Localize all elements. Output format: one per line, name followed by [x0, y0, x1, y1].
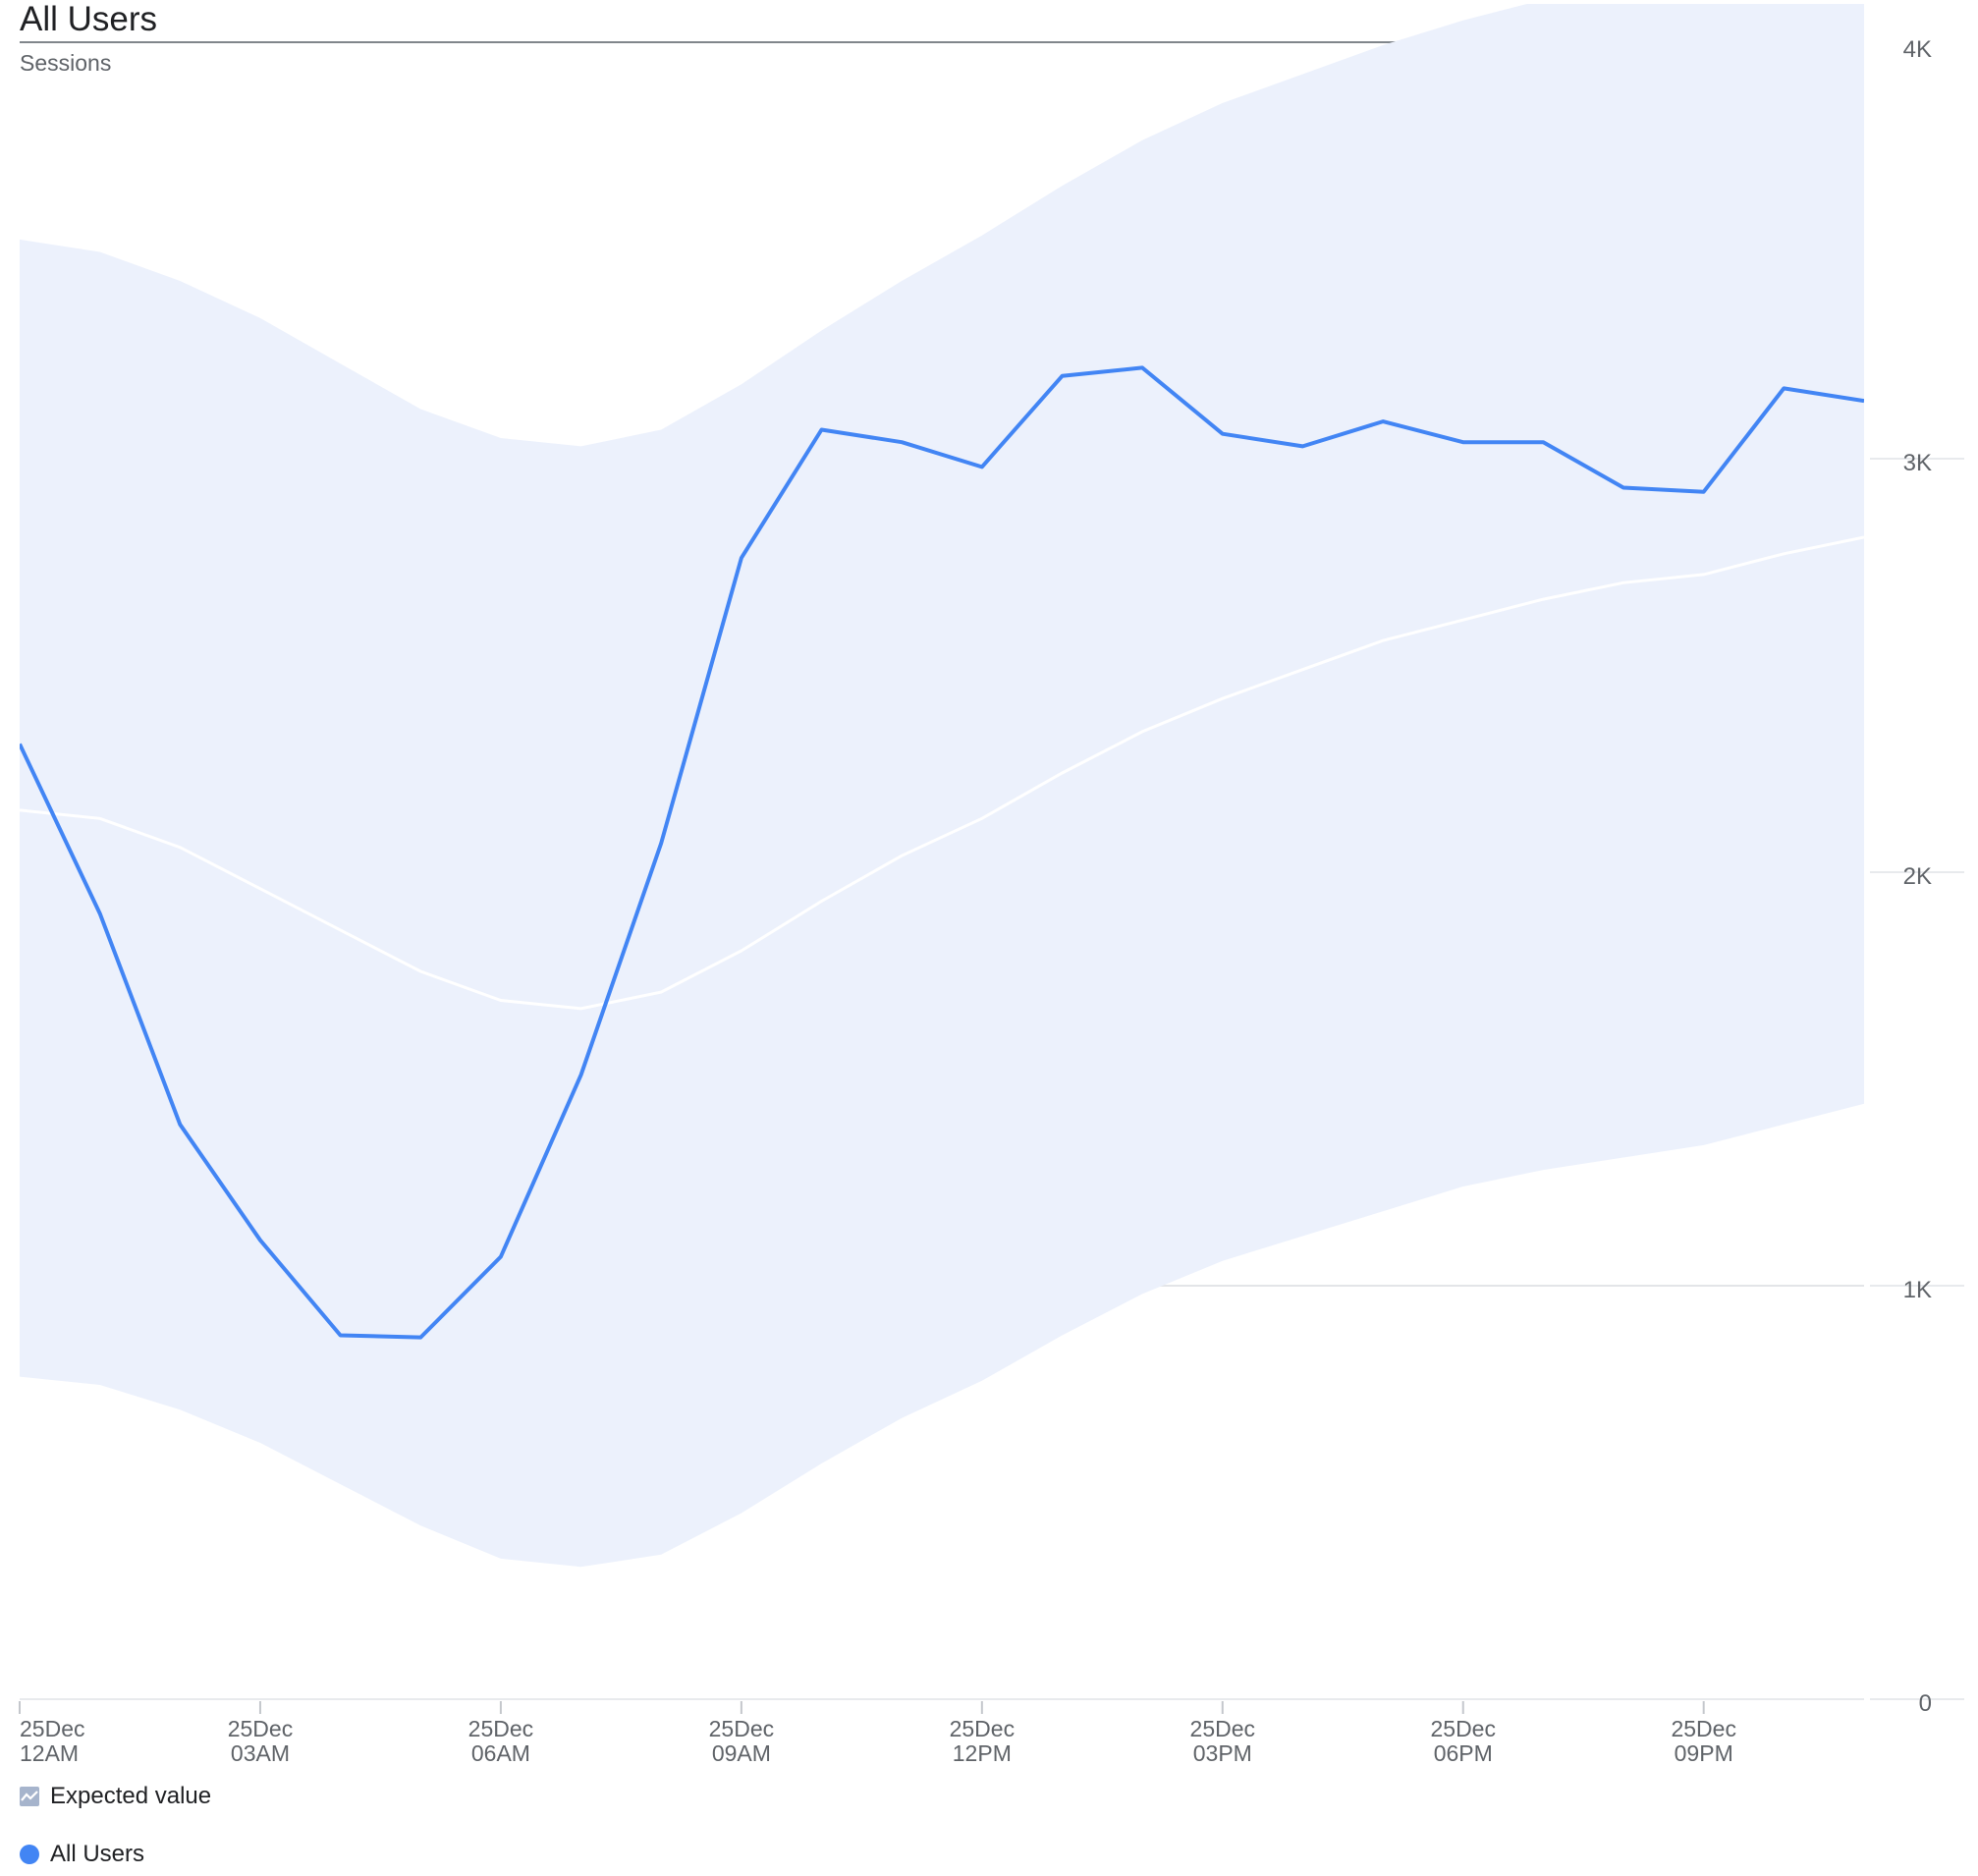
data-point[interactable]: [16, 740, 24, 747]
data-point[interactable]: [1539, 438, 1547, 446]
data-point[interactable]: [1780, 384, 1787, 392]
data-point[interactable]: [1138, 363, 1146, 371]
data-point[interactable]: [1620, 483, 1627, 491]
data-point[interactable]: [337, 1332, 345, 1340]
trend-area-icon: [20, 1787, 39, 1806]
data-point[interactable]: [1860, 397, 1868, 405]
y-tick-label: 4K: [1903, 36, 1932, 63]
expected-range-band[interactable]: [20, 0, 1864, 1568]
data-point[interactable]: [497, 1253, 505, 1261]
x-tick-label-time: 03PM: [1193, 1740, 1252, 1766]
data-point[interactable]: [738, 554, 745, 562]
data-point[interactable]: [176, 1121, 184, 1129]
y-tick-label: 2K: [1903, 863, 1932, 890]
data-point[interactable]: [1379, 417, 1387, 425]
legend-item-all-users[interactable]: All Users: [20, 1841, 144, 1868]
data-point[interactable]: [1219, 430, 1227, 438]
series-dot-icon: [20, 1845, 39, 1864]
all-users-series-line[interactable]: [20, 365, 1864, 1340]
x-tick-label-date: 25Dec: [468, 1716, 533, 1741]
data-point[interactable]: [818, 426, 826, 434]
data-point[interactable]: [416, 1334, 424, 1342]
x-tick-label-time: 03AM: [231, 1740, 290, 1766]
x-tick-label-time: 09AM: [712, 1740, 771, 1766]
x-tick-label-date: 25Dec: [1430, 1716, 1495, 1741]
x-axis-ticks: 25Dec12AM25Dec03AM25Dec06AM25Dec09AM25De…: [19, 1701, 1736, 1766]
data-point[interactable]: [577, 1071, 585, 1078]
legend-label-expected-value: Expected value: [50, 1783, 212, 1809]
data-point[interactable]: [978, 463, 986, 470]
data-point[interactable]: [1058, 372, 1066, 380]
y-tick-label: 0: [1919, 1690, 1932, 1717]
x-tick-label-date: 25Dec: [950, 1716, 1015, 1741]
data-point[interactable]: [96, 910, 104, 917]
x-tick-label-date: 25Dec: [1190, 1716, 1255, 1741]
x-tick-label-date: 25Dec: [20, 1716, 84, 1741]
y-axis-ticks: 0 1K 2K 3K 4K: [1903, 36, 1932, 1717]
x-tick-label-time: 06AM: [471, 1740, 530, 1766]
x-tick-label-date: 25Dec: [228, 1716, 293, 1741]
x-tick-label-date: 25Dec: [709, 1716, 774, 1741]
chart-subtitle: Sessions: [20, 50, 112, 76]
data-point[interactable]: [256, 1237, 264, 1244]
x-tick-label-time: 09PM: [1675, 1740, 1733, 1766]
legend-item-expected-value[interactable]: Expected value: [20, 1783, 211, 1810]
chart-title: All Users: [20, 0, 158, 38]
y-tick-label: 1K: [1903, 1277, 1932, 1303]
data-point[interactable]: [1298, 442, 1306, 450]
y-tick-label: 3K: [1903, 450, 1932, 476]
legend-label-all-users: All Users: [50, 1841, 145, 1867]
data-point[interactable]: [657, 840, 665, 848]
x-tick-label-time: 12PM: [953, 1740, 1012, 1766]
data-point[interactable]: [1700, 488, 1708, 496]
x-tick-label-time: 12AM: [20, 1740, 79, 1766]
data-point[interactable]: [1459, 438, 1467, 446]
x-tick-label-date: 25Dec: [1671, 1716, 1735, 1741]
x-tick-label-time: 06PM: [1434, 1740, 1493, 1766]
expected-value-line[interactable]: [20, 535, 1864, 1011]
data-point[interactable]: [898, 438, 906, 446]
